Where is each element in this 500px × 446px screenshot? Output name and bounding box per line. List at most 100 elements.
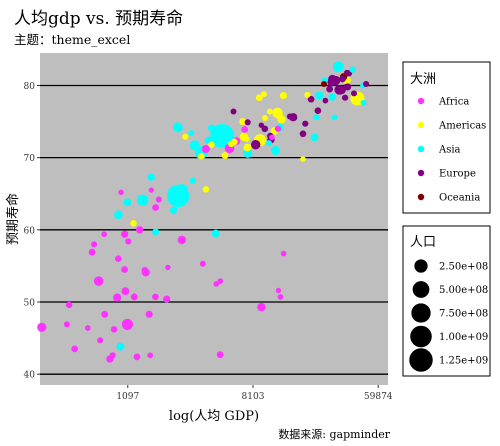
data-point-asia <box>147 173 155 181</box>
x-axis: 1097 8103 59874 <box>116 385 393 402</box>
data-point-europe <box>326 85 333 93</box>
data-point-asia <box>213 136 220 143</box>
data-point-africa <box>269 134 275 141</box>
data-point-americas <box>130 220 137 227</box>
data-point-asia <box>116 342 125 351</box>
data-point-asia <box>172 122 183 133</box>
data-point-americas <box>279 92 287 100</box>
y-tick-label: 70 <box>24 154 36 164</box>
data-point-asia <box>314 91 324 100</box>
data-point-africa <box>121 318 133 330</box>
data-point-africa <box>216 351 224 359</box>
data-point-europe <box>251 140 261 150</box>
legend-label-americas: Americas <box>438 121 486 132</box>
size-legend-swatch <box>414 259 428 273</box>
data-point-americas <box>202 186 210 193</box>
size-legend-swatch <box>409 348 433 372</box>
data-point-europe <box>338 87 345 94</box>
data-point-asia <box>114 210 123 220</box>
data-point-americas <box>198 152 205 160</box>
data-point-europe <box>328 74 337 84</box>
legend-label-africa: Africa <box>438 97 469 108</box>
data-point-africa <box>213 281 220 287</box>
y-tick-label: 50 <box>24 299 36 309</box>
data-point-americas <box>182 133 189 140</box>
legend-swatch-africa <box>417 97 425 105</box>
data-point-africa <box>71 345 79 353</box>
data-point-africa <box>65 301 73 309</box>
legend-swatch-europe <box>417 169 425 177</box>
data-point-europe <box>339 75 346 83</box>
color-legend-box <box>402 61 491 214</box>
data-point-africa <box>241 126 249 133</box>
data-point-europe <box>302 120 309 127</box>
data-point-americas <box>221 152 229 159</box>
size-legend-label: 2.50e+08 <box>439 262 488 273</box>
data-point-africa <box>155 196 162 203</box>
data-point-asia <box>243 148 253 158</box>
data-point-africa <box>121 230 129 238</box>
data-point-asia <box>136 194 149 206</box>
data-point-africa <box>135 226 144 234</box>
data-point-africa <box>114 255 122 263</box>
data-point-africa <box>121 266 129 273</box>
data-point-europe <box>344 69 350 76</box>
data-point-africa <box>275 287 282 294</box>
size-legend-swatch <box>411 303 431 323</box>
data-point-africa <box>274 125 282 132</box>
data-point-asia <box>331 114 338 120</box>
data-point-asia <box>189 177 196 184</box>
size-legend: 人口 2.50e+08 5.00e+08 7.50e+08 1.00e+09 1.25e… <box>402 225 491 377</box>
data-point-asia <box>123 198 132 207</box>
data-point-europe <box>363 80 370 88</box>
legend-swatch-americas <box>417 121 425 129</box>
data-point-africa <box>201 145 210 153</box>
data-point-africa <box>163 295 171 303</box>
data-point-asia <box>349 66 356 73</box>
color-legend: 大洲 Africa Americas Asia Europe Oceania <box>402 61 491 214</box>
gridlines <box>40 84 388 375</box>
data-point-africa <box>93 276 104 286</box>
data-point-americas <box>260 91 267 98</box>
y-tick-label: 60 <box>24 226 36 236</box>
data-point-americas <box>243 143 252 152</box>
data-point-africa <box>257 302 266 312</box>
data-point-europe <box>341 94 349 101</box>
legend-swatch-asia <box>417 145 425 153</box>
data-point-africa <box>101 310 109 318</box>
data-point-africa <box>277 294 284 300</box>
data-point-africa <box>91 241 98 248</box>
data-point-asia <box>265 140 273 147</box>
data-point-europe <box>286 113 293 120</box>
data-point-europe <box>258 122 265 128</box>
data-point-africa <box>152 204 160 211</box>
data-point-africa <box>148 187 154 193</box>
data-point-africa <box>97 337 104 344</box>
data-point-europe <box>307 95 315 103</box>
data-point-europe <box>230 108 237 115</box>
y-tick-label: 80 <box>24 82 36 92</box>
x-tick-label: 59874 <box>364 392 393 402</box>
data-point-africa <box>165 264 171 271</box>
y-tick-label: 40 <box>24 371 36 381</box>
data-point-asia <box>211 229 220 238</box>
data-point-americas <box>266 108 273 115</box>
data-points <box>37 61 370 363</box>
data-point-asia <box>332 61 344 73</box>
data-point-asia <box>207 124 216 132</box>
chart-title: 人均gdp vs. 预期寿命 <box>14 9 184 29</box>
y-axis-label: 预期寿命 <box>5 193 21 245</box>
data-point-asia <box>328 93 336 101</box>
data-point-africa <box>125 238 132 245</box>
data-point-americas <box>208 141 215 148</box>
data-point-africa <box>109 352 116 359</box>
size-legend-label: 7.50e+08 <box>439 309 488 320</box>
size-legend-label: 1.00e+09 <box>439 332 488 343</box>
data-point-africa <box>84 325 91 331</box>
data-point-africa <box>110 326 118 333</box>
data-point-africa <box>147 352 154 359</box>
data-point-americas <box>300 156 306 162</box>
data-point-oceania <box>320 80 328 88</box>
data-point-europe <box>314 107 322 115</box>
